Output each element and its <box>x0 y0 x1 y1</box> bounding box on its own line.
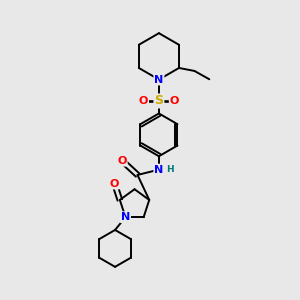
Text: O: O <box>170 96 179 106</box>
Text: N: N <box>154 165 164 175</box>
Text: S: S <box>154 94 164 107</box>
Text: N: N <box>154 75 164 85</box>
Text: O: O <box>117 156 127 166</box>
Text: O: O <box>139 96 148 106</box>
Text: N: N <box>121 212 130 222</box>
Text: H: H <box>167 165 174 174</box>
Text: O: O <box>110 178 119 189</box>
